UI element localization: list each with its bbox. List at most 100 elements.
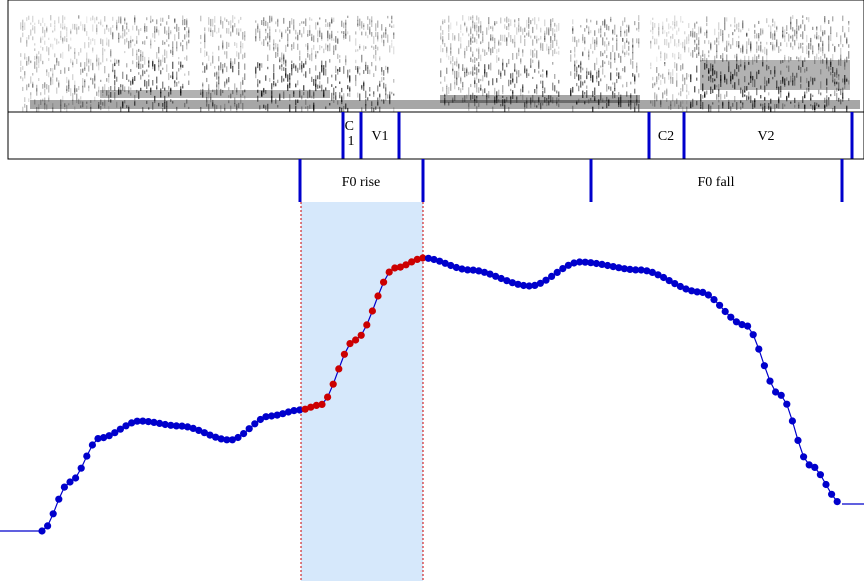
spectrogram-striation [339,55,341,58]
spectrogram-striation [582,52,584,56]
spectrogram-striation [168,44,170,47]
spectrogram-striation [546,70,548,78]
spectrogram-striation [238,102,240,108]
spectrogram-striation [708,70,710,74]
spectrogram-striation [702,58,704,61]
spectrogram-striation [112,32,114,40]
f0-point [783,400,791,408]
spectrogram-striation [506,38,508,46]
spectrogram-striation [257,23,259,29]
spectrogram-striation [476,74,478,80]
spectrogram-striation [124,17,126,25]
spectrogram-striation [622,45,624,51]
spectrogram-striation [150,87,152,95]
spectrogram-striation [670,76,672,84]
spectrogram-striation [112,63,114,72]
spectrogram-striation [62,37,64,44]
spectrogram-striation [387,34,389,41]
spectrogram-striation [808,50,810,58]
spectrogram-striation [514,19,516,23]
spectrogram-striation [620,26,622,32]
spectrogram-striation [214,25,216,28]
spectrogram-striation [333,87,335,96]
spectrogram-striation [570,90,572,96]
spectrogram-striation [596,40,598,47]
spectrogram-striation [293,22,295,30]
spectrogram-striation [632,38,634,43]
spectrogram-striation [544,97,546,103]
spectrogram-striation [670,36,672,39]
spectrogram-striation [242,80,244,85]
spectrogram-striation [120,18,122,25]
spectrogram-striation [808,17,810,23]
spectrogram-striation [780,91,782,98]
spectrogram-striation [588,99,590,104]
spectrogram-striation [369,69,371,75]
spectrogram-striation [820,56,822,64]
f0-point [128,419,136,427]
spectrogram-striation [704,40,706,44]
spectrogram-striation [802,42,804,45]
spectrogram-striation [584,47,586,51]
spectrogram-striation [630,93,632,98]
spectrogram-striation [630,102,632,110]
spectrogram-striation [136,53,138,61]
spectrogram-striation [72,99,74,105]
f0-rise-point [357,331,365,339]
spectrogram-striation [654,38,656,44]
spectrogram-striation [758,34,760,42]
spectrogram-striation [116,76,118,82]
spectrogram-striation [240,41,242,48]
spectrogram-striation [263,39,265,46]
spectrogram-striation [182,64,184,68]
spectrogram-striation [792,72,794,78]
spectrogram-striation [176,47,178,52]
f0-point [60,483,68,491]
spectrogram-striation [530,58,532,67]
spectrogram-striation [590,19,592,23]
spectrogram-striation [690,74,692,83]
spectrogram-striation [478,68,480,73]
spectrogram-striation [718,95,720,103]
f0-point [637,266,645,274]
spectrogram-striation [452,33,454,41]
spectrogram-striation [277,105,279,108]
spectrogram-striation [534,53,536,58]
spectrogram-striation [448,15,450,23]
spectrogram-striation [66,31,68,38]
spectrogram-striation [448,32,450,40]
spectrogram-striation [836,32,838,38]
spectrogram-striation [800,24,802,29]
spectrogram-striation [660,99,662,108]
spectrogram-striation [748,91,750,100]
spectrogram-striation [271,83,273,90]
spectrogram-striation [692,28,694,33]
spectrogram-striation [460,76,462,82]
spectrogram-striation [154,31,156,39]
spectrogram-striation [216,88,218,96]
spectrogram-striation [848,20,850,26]
spectrogram-striation [138,91,140,100]
spectrogram-striation [832,108,834,114]
spectrogram-striation [650,100,652,104]
spectrogram-striation [712,89,714,94]
spectrogram-striation [339,81,341,84]
spectrogram-striation [764,46,766,55]
spectrogram-striation [32,36,34,41]
spectrogram-striation [728,66,730,73]
f0-point [195,426,203,434]
spectrogram-striation [790,21,792,30]
spectrogram-striation [470,38,472,43]
spectrogram-striation [774,21,776,28]
spectrogram-striation [502,58,504,66]
spectrogram-striation [379,56,381,60]
spectrogram-striation [172,61,174,69]
spectrogram-striation [794,29,796,37]
spectrogram-striation [58,16,60,24]
spectrogram-striation [530,49,532,56]
spectrogram-striation [291,47,293,51]
spectrogram-striation [556,43,558,47]
spectrogram-striation [226,28,228,34]
spectrogram-striation [718,22,720,31]
spectrogram-striation [510,35,512,43]
